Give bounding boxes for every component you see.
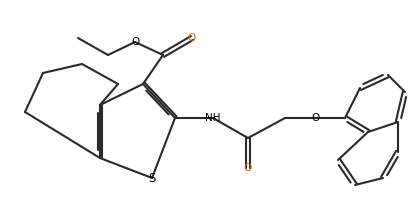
Text: O: O — [244, 163, 252, 173]
Text: NH: NH — [205, 113, 221, 123]
Text: O: O — [188, 33, 196, 43]
Text: O: O — [311, 113, 319, 123]
Text: O: O — [131, 37, 139, 47]
Text: S: S — [148, 171, 156, 184]
